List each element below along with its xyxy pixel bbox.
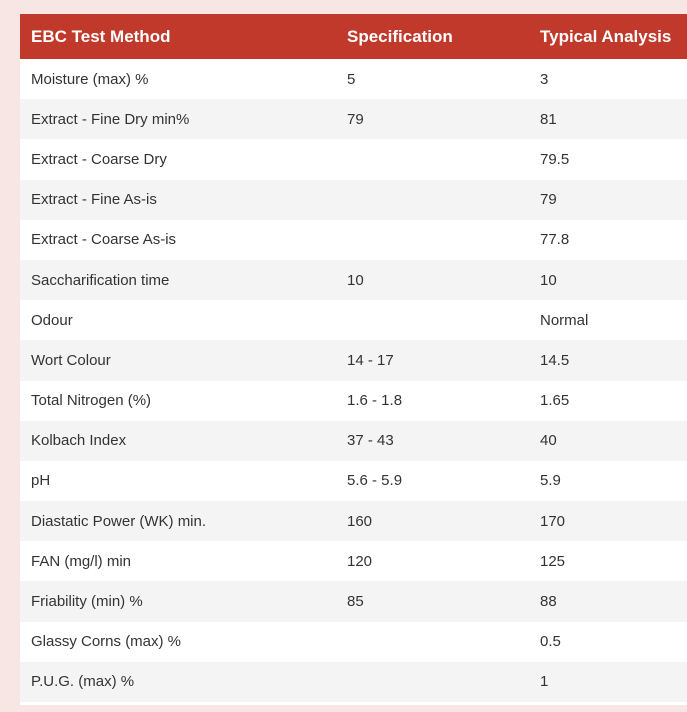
cell-specification	[336, 220, 529, 260]
cell-test-method: Moisture (max) %	[31, 70, 149, 88]
table-row: Extract - Coarse Dry 79.5	[20, 139, 687, 180]
table-row: Kolbach Index 37 - 43 40	[20, 420, 687, 461]
cell-test-method: Kolbach Index	[31, 432, 127, 450]
cell-specification	[336, 180, 529, 220]
table-row: Friability (min) % 85 88	[20, 581, 687, 622]
table-row: Odour Normal	[20, 300, 687, 341]
cell-typical-analysis: 79	[540, 191, 557, 209]
header-test-method: EBC Test Method	[31, 26, 171, 46]
cell-typical-analysis: 81	[540, 110, 557, 128]
cell-test-method: Friability (min) %	[31, 593, 143, 611]
cell-typical-analysis: 77.8	[540, 231, 570, 249]
cell-specification: 5.6 - 5.9	[347, 472, 403, 490]
cell-specification	[336, 622, 529, 662]
table-row: Glassy Corns (max) % 0.5	[20, 621, 687, 662]
table-row: Saccharification time 10 10	[20, 259, 687, 301]
cell-test-method: Wort Colour	[31, 351, 111, 369]
table-row: FAN (mg/l) min 120 125	[20, 541, 687, 582]
cell-test-method: Saccharification time	[31, 271, 170, 289]
cell-typical-analysis: 0.5	[540, 633, 561, 651]
cell-specification: 14 - 17	[347, 351, 394, 369]
cell-specification: 160	[347, 512, 373, 530]
cell-typical-analysis: 10	[540, 271, 557, 289]
cell-specification	[336, 139, 529, 179]
spec-table-container: EBC Test Method Specification Typical An…	[20, 14, 687, 705]
cell-specification: 37 - 43	[347, 432, 394, 450]
cell-test-method: Extract - Coarse As-is	[31, 231, 177, 249]
table-row: Wort Colour 14 - 17 14.5	[20, 340, 687, 381]
cell-specification: 120	[347, 552, 373, 570]
table-row: Total Nitrogen (%) 1.6 - 1.8 1.65	[20, 380, 687, 421]
cell-test-method: P.U.G. (max) %	[31, 673, 135, 691]
cell-test-method: Glassy Corns (max) %	[31, 633, 182, 651]
cell-typical-analysis: 1.65	[540, 392, 570, 410]
cell-typical-analysis: 125	[540, 552, 566, 570]
cell-test-method: FAN (mg/l) min	[31, 552, 132, 570]
cell-test-method: Extract - Coarse Dry	[31, 150, 167, 168]
cell-typical-analysis: 79.5	[540, 150, 570, 168]
cell-typical-analysis: 40	[540, 432, 557, 450]
table-row: Extract - Fine As-is 79	[20, 179, 687, 220]
cell-specification	[336, 662, 529, 702]
cell-typical-analysis: 1	[540, 673, 549, 691]
cell-specification: 10	[347, 271, 364, 289]
header-specification: Specification	[347, 26, 453, 46]
cell-test-method: Total Nitrogen (%)	[31, 392, 152, 410]
table-row: P.U.G. (max) % 1	[20, 661, 687, 702]
cell-specification: 79	[347, 110, 364, 128]
cell-specification: 1.6 - 1.8	[347, 392, 403, 410]
cell-typical-analysis: 88	[540, 593, 557, 611]
table-header: EBC Test Method Specification Typical An…	[20, 14, 687, 59]
table-row: Moisture (max) % 5 3	[20, 59, 687, 100]
cell-specification: 5	[347, 70, 356, 88]
header-row: EBC Test Method Specification Typical An…	[20, 14, 687, 59]
cell-typical-analysis: 170	[540, 512, 566, 530]
cell-test-method: pH	[31, 472, 51, 490]
cell-typical-analysis: Normal	[540, 311, 589, 329]
table-row: Diastatic Power (WK) min. 160 170	[20, 501, 687, 542]
cell-test-method: Odour	[31, 311, 73, 329]
cell-specification: 85	[347, 593, 364, 611]
table-row: Extract - Coarse As-is 77.8	[20, 219, 687, 260]
cell-test-method: Extract - Fine As-is	[31, 191, 157, 209]
table-row: Extract - Fine Dry min% 79 81	[20, 99, 687, 140]
cell-specification	[336, 300, 529, 340]
header-typical-analysis: Typical Analysis	[540, 26, 672, 46]
cell-typical-analysis: 3	[540, 70, 549, 88]
cell-test-method: Extract - Fine Dry min%	[31, 110, 190, 128]
cell-typical-analysis: 5.9	[540, 472, 561, 490]
table-body: Moisture (max) % 5 3 Extract - Fine Dry …	[20, 59, 687, 702]
table-row: pH 5.6 - 5.9 5.9	[20, 460, 687, 502]
spec-table: EBC Test Method Specification Typical An…	[20, 14, 687, 702]
cell-typical-analysis: 14.5	[540, 351, 570, 369]
cell-test-method: Diastatic Power (WK) min.	[31, 512, 207, 530]
